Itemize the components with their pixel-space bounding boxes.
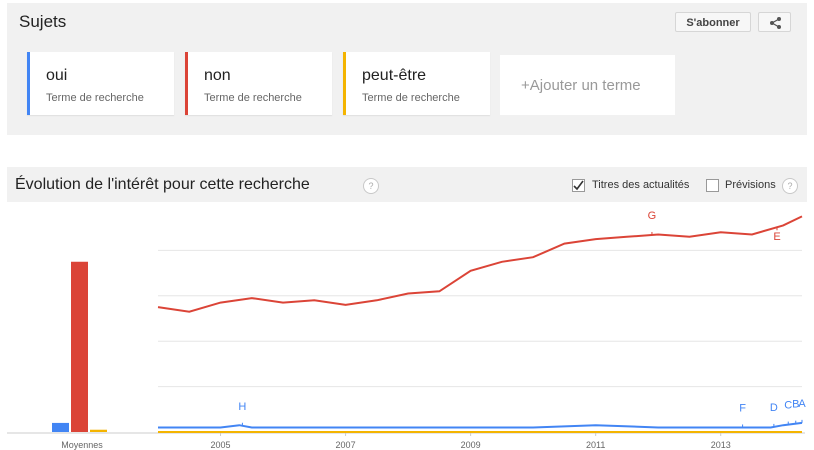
series-line-non (157, 215, 803, 313)
annotation-H: H (238, 401, 246, 413)
news-headlines-label: Titres des actualités (592, 179, 690, 191)
interest-over-time-header: Évolution de l'intérêt pour cette recher… (7, 167, 807, 202)
average-bar-non (71, 261, 88, 432)
forecast-label: Prévisions (725, 179, 776, 191)
share-button[interactable] (758, 12, 791, 32)
forecast-checkbox[interactable] (706, 179, 719, 192)
term-label: peut-être (362, 67, 427, 84)
x-tick-label-2011: 2011 (586, 440, 605, 450)
averages-label: Moyennes (61, 440, 103, 450)
x-tick-label-2013: 2013 (711, 440, 731, 450)
term-card-non[interactable]: non Terme de recherche (185, 52, 332, 115)
x-tick-label-2007: 2007 (336, 440, 356, 450)
term-card-oui[interactable]: oui Terme de recherche (27, 52, 174, 115)
term-color-stripe (343, 52, 346, 115)
annotation-E: E (773, 231, 780, 243)
x-tick-label-2009: 2009 (461, 440, 481, 450)
news-headlines-checkbox[interactable] (572, 179, 585, 192)
annotation-D: D (770, 402, 778, 414)
add-term-label: +Ajouter un terme (521, 77, 641, 94)
section-title: Évolution de l'intérêt pour cette recher… (15, 176, 310, 193)
annotation-A: A (798, 398, 806, 410)
annotation-G: G (648, 210, 657, 222)
x-tick-label-2005: 2005 (211, 440, 231, 450)
annotation-B: B (792, 399, 799, 411)
topics-title: Sujets (19, 12, 67, 31)
series-line-oui (158, 421, 803, 429)
help-icon[interactable]: ? (363, 178, 379, 194)
term-color-stripe (185, 52, 188, 115)
add-term-button[interactable]: +Ajouter un terme (500, 55, 675, 115)
subscribe-button[interactable]: S'abonner (675, 12, 751, 32)
term-card-peut-etre[interactable]: peut-être Terme de recherche (343, 52, 490, 115)
annotation-C: C (784, 400, 792, 412)
term-subtitle: Terme de recherche (204, 92, 302, 104)
term-subtitle: Terme de recherche (362, 92, 460, 104)
term-color-stripe (27, 52, 30, 115)
forecast-help-icon[interactable]: ? (782, 178, 798, 194)
annotation-F: F (739, 402, 746, 414)
average-bar-peut-être (90, 429, 107, 432)
checkmark-icon (573, 180, 584, 191)
term-label: non (204, 67, 231, 84)
average-bar-oui (52, 422, 69, 432)
term-label: oui (46, 67, 68, 84)
share-icon (770, 17, 781, 29)
term-subtitle: Terme de recherche (46, 92, 144, 104)
